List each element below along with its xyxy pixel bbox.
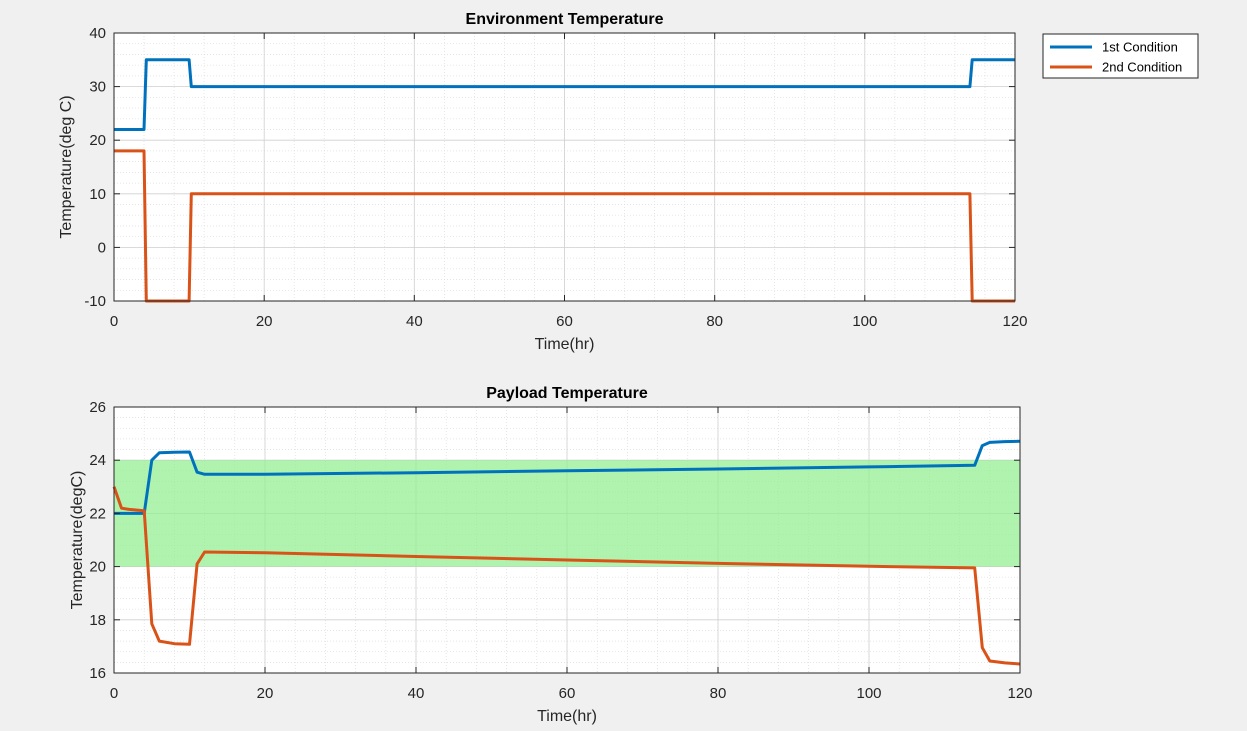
legend-label-2nd-condition: 2nd Condition bbox=[1102, 60, 1182, 75]
x-tick-label: 0 bbox=[110, 685, 118, 702]
x-tick-label: 100 bbox=[856, 685, 881, 702]
x-tick-label: 80 bbox=[710, 685, 727, 702]
x-tick-labels: 0 20 40 60 80 100 120 bbox=[110, 313, 1028, 330]
y-tick-label: 18 bbox=[89, 612, 106, 629]
legend[interactable]: 1st Condition 2nd Condition bbox=[1042, 33, 1199, 79]
x-tick-label: 20 bbox=[257, 685, 274, 702]
x-axis-label: Time(hr) bbox=[535, 336, 595, 353]
series-line-2nd-condition[interactable] bbox=[114, 149, 1015, 303]
y-tick-label: 20 bbox=[89, 559, 106, 576]
series-lines bbox=[114, 58, 1015, 303]
y-tick-label: 40 bbox=[89, 25, 106, 42]
target-band bbox=[114, 460, 1020, 567]
y-tick-label: -10 bbox=[84, 293, 106, 310]
x-axis-label: Time(hr) bbox=[537, 708, 597, 725]
x-tick-label: 60 bbox=[559, 685, 576, 702]
legend-label-1st-condition: 1st Condition bbox=[1102, 40, 1178, 55]
chart-title: Environment Temperature bbox=[466, 11, 664, 28]
chart-title: Payload Temperature bbox=[486, 385, 648, 402]
series-line-1st-condition[interactable] bbox=[114, 439, 1021, 515]
x-tick-label: 40 bbox=[406, 313, 423, 330]
x-tick-label: 100 bbox=[852, 313, 877, 330]
y-tick-label: 24 bbox=[89, 452, 106, 469]
band-layer bbox=[114, 460, 1020, 567]
y-tick-labels: -10 0 10 20 30 40 bbox=[84, 25, 106, 310]
x-tick-label: 60 bbox=[556, 313, 573, 330]
series-line-2nd-condition[interactable] bbox=[112, 486, 1021, 666]
x-tick-label: 80 bbox=[706, 313, 723, 330]
y-tick-label: 16 bbox=[89, 665, 106, 682]
series-line-1st-condition[interactable] bbox=[114, 58, 1015, 131]
x-tick-labels: 0 20 40 60 80 100 120 bbox=[110, 685, 1033, 702]
x-tick-label: 40 bbox=[408, 685, 425, 702]
y-tick-labels: 16 18 20 22 24 26 bbox=[89, 399, 106, 682]
axes-frame bbox=[113, 32, 1016, 302]
y-axis-label: Temperature(deg C) bbox=[58, 95, 75, 238]
y-tick-label: 22 bbox=[89, 505, 106, 522]
y-tick-label: 10 bbox=[89, 186, 106, 203]
legend-box bbox=[1042, 33, 1199, 79]
y-tick-label: 20 bbox=[89, 132, 106, 149]
x-tick-label: 120 bbox=[1007, 685, 1032, 702]
series-lines bbox=[112, 439, 1021, 666]
x-tick-label: 0 bbox=[110, 313, 118, 330]
y-tick-label: 0 bbox=[98, 239, 106, 256]
axes-frame bbox=[113, 406, 1021, 674]
y-tick-label: 30 bbox=[89, 79, 106, 96]
x-tick-label: 20 bbox=[256, 313, 273, 330]
y-tick-label: 26 bbox=[89, 399, 106, 416]
y-axis-label: Temperature(degC) bbox=[69, 471, 86, 610]
x-tick-label: 120 bbox=[1002, 313, 1027, 330]
payload-temperature-axes[interactable]: 0 20 40 60 80 100 120 16 18 20 22 24 26 Payload Tem… bbox=[69, 385, 1033, 725]
